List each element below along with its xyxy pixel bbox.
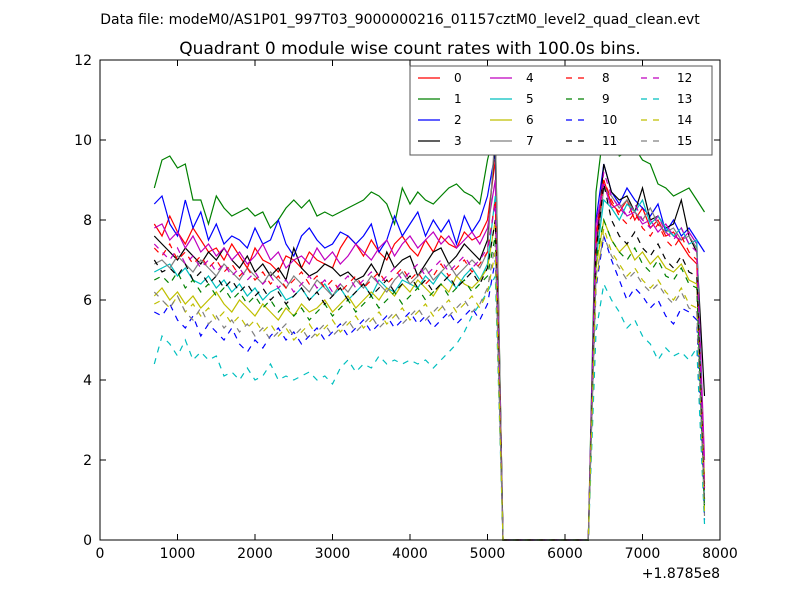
- series-line-8: [153, 179, 706, 541]
- x-tick-label: 0: [96, 546, 105, 562]
- legend-label-11: 11: [602, 134, 617, 148]
- series-line-12: [153, 171, 706, 541]
- legend-label-10: 10: [602, 113, 617, 127]
- y-tick-label: 4: [83, 373, 92, 389]
- legend-box: [409, 65, 713, 156]
- y-tick-label: 10: [74, 133, 92, 149]
- legend-label-2: 2: [454, 113, 462, 127]
- x-tick-label: 6000: [547, 546, 583, 562]
- y-tick-label: 12: [74, 53, 92, 69]
- series-line-11: [153, 183, 706, 541]
- series-line-15: [153, 233, 706, 541]
- x-tick-label: 1000: [160, 546, 196, 562]
- legend-label-7: 7: [526, 134, 534, 148]
- data-file-suptitle: Data file: modeM0/AS1P01_997T03_90000002…: [100, 12, 700, 28]
- chart-title: Quadrant 0 module wise count rates with …: [179, 39, 640, 59]
- y-tick-label: 0: [83, 533, 92, 549]
- x-tick-label: 8000: [702, 546, 738, 562]
- plot-frame: [99, 59, 721, 541]
- series-layer: [153, 126, 706, 541]
- series-line-10: [154, 235, 706, 541]
- x-tick-label: 3000: [315, 546, 351, 562]
- series-line-7: [154, 127, 706, 541]
- legend-label-1: 1: [454, 92, 462, 106]
- legend-label-3: 3: [454, 134, 462, 148]
- legend-label-12: 12: [677, 71, 692, 85]
- x-offset-label: +1.8785e8: [642, 566, 720, 582]
- y-tick-label: 6: [83, 293, 92, 309]
- y-tick-label: 8: [83, 213, 92, 229]
- y-tick-label: 2: [83, 453, 92, 469]
- legend-label-5: 5: [526, 92, 534, 106]
- legend-label-14: 14: [677, 113, 692, 127]
- x-tick-label: 7000: [625, 546, 661, 562]
- legend-label-8: 8: [602, 71, 610, 85]
- legend-label-6: 6: [526, 113, 534, 127]
- series-line-3: [153, 139, 706, 541]
- axis-ticks: 0 1000 2000 3000 4000 5000 6000 7000 80000246810…: [74, 53, 738, 562]
- legend-label-9: 9: [602, 92, 610, 106]
- x-tick-label: 4000: [392, 546, 428, 562]
- legend-label-15: 15: [677, 134, 692, 148]
- x-tick-label: 5000: [470, 546, 506, 562]
- legend-label-13: 13: [677, 92, 692, 106]
- series-line-0: [153, 159, 706, 541]
- series-line-4: [154, 179, 706, 541]
- series-line-9: [154, 217, 706, 541]
- x-tick-label: 2000: [237, 546, 273, 562]
- legend-label-4: 4: [526, 71, 534, 85]
- legend-label-0: 0: [454, 71, 462, 85]
